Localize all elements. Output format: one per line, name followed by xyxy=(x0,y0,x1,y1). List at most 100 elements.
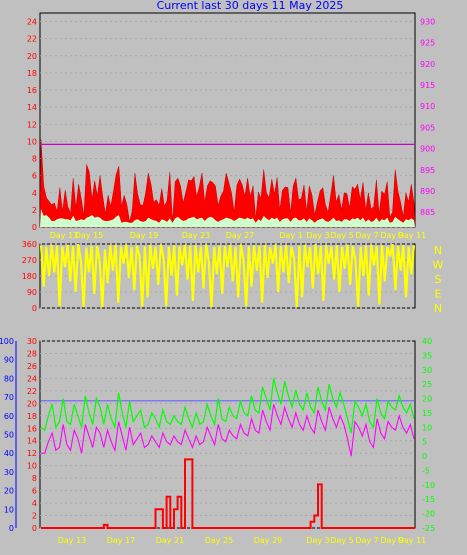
wind-x-tick-label: Day 5 xyxy=(330,231,353,240)
wind-left-tick-label: 8 xyxy=(32,155,37,164)
rain-left-tick-label: 18 xyxy=(27,412,37,421)
humidity-left-tick-label: 20 xyxy=(4,487,14,496)
humidity-left-tick-label: 0 xyxy=(9,524,14,533)
humidity-left-tick-label: 90 xyxy=(4,356,14,365)
humidity-left-tick-label: 80 xyxy=(4,374,14,383)
rain-left-tick-label: 20 xyxy=(27,399,37,408)
humidity-left-tick-label: 10 xyxy=(4,505,14,514)
rain-left-tick-label: 28 xyxy=(27,349,37,358)
wind-x-tick-label: Day 1 xyxy=(279,231,302,240)
temperature-right-tick-label: 0 xyxy=(422,452,427,461)
direction-left-tick-label: 90 xyxy=(27,288,37,297)
temperature-right-tick-label: -25 xyxy=(422,524,435,533)
compass-label: S xyxy=(435,273,442,286)
rain-left-tick-label: 6 xyxy=(32,487,37,496)
wind-left-tick-label: 2 xyxy=(32,206,37,215)
climate-x-tick-label: Day 9 xyxy=(380,536,403,545)
compass-label: N xyxy=(434,302,442,315)
wind-x-tick-label: Day 19 xyxy=(130,231,159,240)
rain-left-tick-label: 22 xyxy=(27,387,37,396)
temperature-right-tick-label: 35 xyxy=(422,351,432,360)
humidity-left-tick-label: 60 xyxy=(4,412,14,421)
temperature-right-tick-label: 20 xyxy=(422,395,432,404)
compass-label: W xyxy=(433,259,444,272)
wind-left-tick-label: 10 xyxy=(27,137,37,146)
wind-left-tick-label: 0 xyxy=(32,223,37,232)
humidity-left-tick-label: 100 xyxy=(0,337,14,346)
wind-left-tick-label: 24 xyxy=(27,18,37,27)
rain-left-tick-label: 10 xyxy=(27,462,37,471)
pressure-right-tick-label: 915 xyxy=(420,81,435,90)
wind-left-tick-label: 22 xyxy=(27,35,37,44)
wind-direction-series xyxy=(39,243,416,308)
temperature-right-tick-label: 25 xyxy=(422,380,432,389)
pressure-right-tick-label: 910 xyxy=(420,102,435,111)
temperature-right-tick-label: 5 xyxy=(422,438,427,447)
temperature-right-tick-label: -20 xyxy=(422,510,435,519)
direction-left-tick-label: 270 xyxy=(22,256,37,265)
chart-title: Current last 30 days 11 May 2025 xyxy=(157,0,344,12)
wind-x-tick-label: Day 27 xyxy=(226,231,255,240)
rain-left-tick-label: 30 xyxy=(27,337,37,346)
pressure-right-tick-label: 920 xyxy=(420,60,435,69)
climate-x-tick-label: Day 29 xyxy=(254,536,283,545)
wind-left-tick-label: 14 xyxy=(27,103,37,112)
wind-x-tick-label: Day 9 xyxy=(380,231,403,240)
wind-left-tick-label: 16 xyxy=(27,86,37,95)
climate-x-tick-label: Day 13 xyxy=(58,536,87,545)
climate-x-tick-label: Day 25 xyxy=(205,536,234,545)
wind-gust-series xyxy=(39,139,416,228)
rain-left-tick-label: 26 xyxy=(27,362,37,371)
temperature-right-tick-label: -5 xyxy=(422,466,430,475)
wind-x-tick-label: Day 3 xyxy=(306,231,329,240)
humidity-left-tick-label: 30 xyxy=(4,468,14,477)
pressure-right-tick-label: 905 xyxy=(420,123,435,132)
wind-x-tick-label: Day 11 xyxy=(398,231,427,240)
pressure-right-tick-label: 885 xyxy=(420,208,435,217)
temperature-right-tick-label: 15 xyxy=(422,409,432,418)
temperature-right-tick-label: -15 xyxy=(422,495,435,504)
climate-x-tick-label: Day 11 xyxy=(398,536,427,545)
rain-left-tick-label: 8 xyxy=(32,474,37,483)
wind-x-tick-label: Day 15 xyxy=(75,231,104,240)
rain-left-tick-label: 2 xyxy=(32,512,37,521)
wind-x-tick-label: Day 23 xyxy=(182,231,211,240)
compass-label: E xyxy=(435,288,442,301)
direction-left-tick-label: 180 xyxy=(22,272,37,281)
compass-label: N xyxy=(434,244,442,257)
temperature-right-tick-label: 10 xyxy=(422,423,432,432)
wind-left-tick-label: 6 xyxy=(32,172,37,181)
rain-left-tick-label: 4 xyxy=(32,499,37,508)
direction-left-tick-label: 360 xyxy=(22,240,37,249)
pressure-right-tick-label: 930 xyxy=(420,17,435,26)
climate-x-tick-label: Day 17 xyxy=(107,536,136,545)
temperature-right-tick-label: 30 xyxy=(422,366,432,375)
rain-left-tick-label: 12 xyxy=(27,449,37,458)
wind-left-tick-label: 12 xyxy=(27,120,37,129)
climate-x-tick-label: Day 21 xyxy=(156,536,185,545)
direction-left-tick-label: 0 xyxy=(32,304,37,313)
wind-x-tick-label: Day 7 xyxy=(355,231,378,240)
wind-average-series xyxy=(40,209,415,227)
humidity-left-tick-label: 40 xyxy=(4,449,14,458)
pressure-right-tick-label: 900 xyxy=(420,145,435,154)
wind-x-tick-label: Day 13 xyxy=(50,231,79,240)
rain-left-tick-label: 16 xyxy=(27,424,37,433)
wind-left-tick-label: 4 xyxy=(32,189,37,198)
wind-left-tick-label: 18 xyxy=(27,69,37,78)
temperature-series-line xyxy=(40,378,415,434)
wind-left-tick-label: 20 xyxy=(27,52,37,61)
pressure-right-tick-label: 925 xyxy=(420,39,435,48)
climate-x-tick-label: Day 5 xyxy=(330,536,353,545)
pressure-right-tick-label: 890 xyxy=(420,187,435,196)
humidity-left-tick-label: 70 xyxy=(4,393,14,402)
rain-left-tick-label: 24 xyxy=(27,374,37,383)
rain-left-tick-label: 14 xyxy=(27,437,37,446)
climate-x-tick-label: Day 7 xyxy=(355,536,378,545)
pressure-right-tick-label: 895 xyxy=(420,166,435,175)
temperature-right-tick-label: -10 xyxy=(422,481,435,490)
rain-series-line xyxy=(41,458,415,529)
temperature-right-tick-label: 40 xyxy=(422,337,432,346)
